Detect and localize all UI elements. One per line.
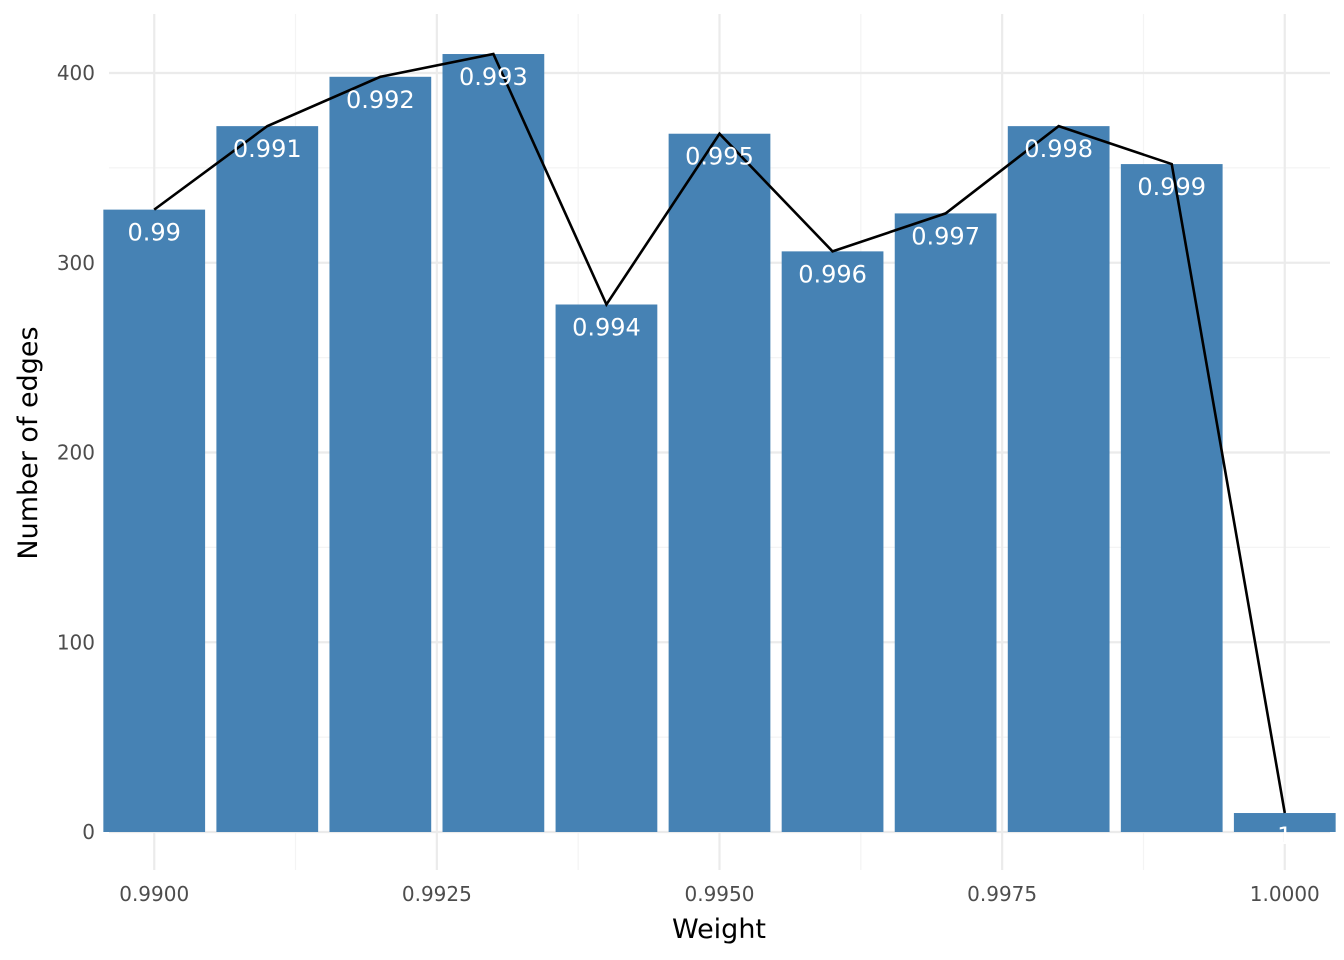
y-tick-label: 300 [57, 251, 95, 275]
bar-0.99 [103, 209, 206, 832]
bar-0.996 [781, 251, 884, 833]
bar-0.991 [216, 126, 319, 832]
bar-label: 0.995 [685, 143, 754, 171]
bar-label: 0.994 [572, 313, 641, 341]
x-tick-label: 0.9900 [119, 882, 189, 906]
bar-label: 0.996 [798, 260, 867, 288]
y-tick-label: 100 [57, 630, 95, 654]
bar-label: 0.99 [128, 219, 181, 247]
x-tick-label: 0.9925 [402, 882, 472, 906]
trend-line [153, 52, 1287, 814]
bar-label: 0.991 [233, 135, 302, 163]
y-axis-title: Number of edges [13, 326, 44, 559]
bar-0.999 [1120, 164, 1223, 832]
bar-0.995 [668, 133, 771, 833]
x-tick-label: 0.9950 [685, 882, 755, 906]
y-tick-label: 0 [82, 820, 95, 844]
bar-label: 0.998 [1024, 135, 1093, 163]
bar-0.993 [442, 54, 545, 832]
bar-label: 1 [1277, 822, 1292, 850]
bar-label: 0.992 [346, 86, 415, 114]
bar-label: 0.997 [911, 222, 980, 250]
bar-0.994 [555, 304, 658, 832]
bar-1 [1233, 813, 1336, 832]
bar-0.998 [1007, 126, 1110, 832]
bar-label: 0.993 [459, 63, 528, 91]
trend-polyline [153, 52, 1287, 814]
bars [103, 54, 1336, 833]
x-tick-label: 0.9975 [967, 882, 1037, 906]
y-axis-ticks: 0 100 200 300 400 [57, 61, 95, 844]
x-axis-title: Weight [672, 914, 766, 945]
bar-0.997 [894, 213, 997, 833]
bar-labels: 0.99 0.991 0.992 0.993 0.994 0.995 0.996 0.997 0… [128, 63, 1293, 850]
bar-0.992 [329, 76, 432, 833]
x-axis-ticks: 0.9900 0.9925 0.9950 0.9975 1.0000 [119, 882, 1320, 906]
y-tick-label: 200 [57, 441, 95, 465]
x-tick-label: 1.0000 [1250, 882, 1320, 906]
bar-label: 0.999 [1137, 173, 1206, 201]
y-tick-label: 400 [57, 61, 95, 85]
